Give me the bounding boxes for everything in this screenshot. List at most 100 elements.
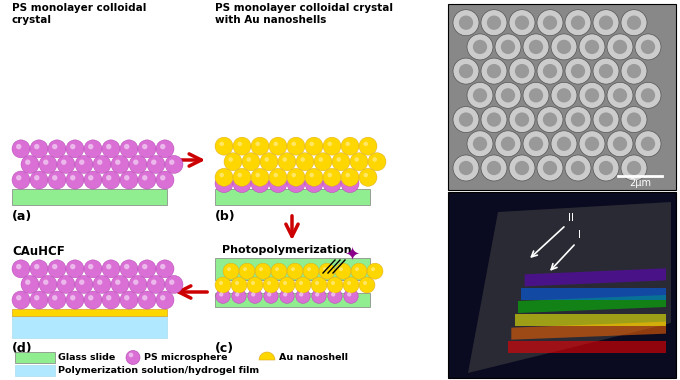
Circle shape bbox=[543, 161, 557, 175]
Circle shape bbox=[219, 292, 223, 296]
Circle shape bbox=[487, 112, 501, 127]
Circle shape bbox=[473, 40, 487, 54]
Circle shape bbox=[160, 295, 165, 301]
Circle shape bbox=[501, 137, 515, 151]
Circle shape bbox=[142, 264, 148, 269]
Circle shape bbox=[621, 10, 647, 36]
Circle shape bbox=[255, 179, 260, 184]
Circle shape bbox=[314, 153, 332, 171]
Circle shape bbox=[481, 10, 507, 36]
Circle shape bbox=[224, 153, 242, 171]
Text: 2μm: 2μm bbox=[629, 178, 651, 188]
Circle shape bbox=[273, 142, 278, 146]
Circle shape bbox=[345, 179, 350, 184]
Circle shape bbox=[102, 171, 120, 189]
Circle shape bbox=[315, 292, 320, 296]
Circle shape bbox=[142, 175, 148, 180]
Circle shape bbox=[215, 137, 233, 155]
Circle shape bbox=[142, 144, 148, 149]
Circle shape bbox=[235, 281, 239, 285]
Circle shape bbox=[453, 58, 479, 84]
Circle shape bbox=[621, 58, 647, 84]
Circle shape bbox=[133, 160, 139, 165]
Circle shape bbox=[251, 168, 269, 186]
Circle shape bbox=[373, 157, 377, 162]
Circle shape bbox=[359, 277, 375, 293]
Circle shape bbox=[345, 173, 350, 177]
Circle shape bbox=[70, 264, 75, 269]
Circle shape bbox=[43, 279, 48, 285]
Circle shape bbox=[529, 40, 543, 54]
Circle shape bbox=[351, 263, 367, 279]
Circle shape bbox=[337, 157, 341, 162]
Circle shape bbox=[354, 157, 359, 162]
Circle shape bbox=[120, 171, 138, 189]
Circle shape bbox=[57, 276, 75, 293]
Circle shape bbox=[607, 34, 633, 60]
Circle shape bbox=[557, 137, 571, 151]
Circle shape bbox=[368, 153, 386, 171]
Circle shape bbox=[613, 88, 627, 103]
Circle shape bbox=[341, 168, 359, 186]
Circle shape bbox=[124, 295, 129, 301]
Circle shape bbox=[93, 276, 111, 293]
Circle shape bbox=[355, 267, 359, 271]
Circle shape bbox=[292, 173, 296, 177]
Circle shape bbox=[61, 160, 67, 165]
Text: PS monolayer colloidal crystal
with Au nanoshells: PS monolayer colloidal crystal with Au n… bbox=[215, 3, 393, 25]
Circle shape bbox=[481, 106, 507, 133]
Circle shape bbox=[459, 64, 473, 78]
Circle shape bbox=[593, 155, 619, 181]
Circle shape bbox=[12, 260, 30, 278]
Circle shape bbox=[256, 142, 260, 146]
Circle shape bbox=[16, 295, 22, 301]
Circle shape bbox=[303, 263, 319, 279]
Circle shape bbox=[242, 153, 260, 171]
Circle shape bbox=[453, 106, 479, 133]
Circle shape bbox=[25, 160, 31, 165]
Circle shape bbox=[21, 155, 39, 173]
Circle shape bbox=[593, 10, 619, 36]
Text: PS microsphere: PS microsphere bbox=[144, 353, 228, 362]
Text: CAuHCF: CAuHCF bbox=[12, 245, 65, 258]
Circle shape bbox=[585, 40, 599, 54]
Circle shape bbox=[129, 276, 147, 293]
Circle shape bbox=[509, 155, 535, 181]
Circle shape bbox=[52, 295, 57, 301]
Circle shape bbox=[328, 142, 332, 146]
Circle shape bbox=[328, 173, 332, 177]
Circle shape bbox=[287, 137, 305, 155]
Circle shape bbox=[48, 171, 66, 189]
Circle shape bbox=[331, 281, 335, 285]
Circle shape bbox=[344, 289, 358, 303]
Circle shape bbox=[585, 88, 599, 103]
Bar bbox=[215, 258, 370, 280]
Circle shape bbox=[529, 137, 543, 151]
Circle shape bbox=[459, 16, 473, 30]
Circle shape bbox=[312, 289, 326, 303]
Circle shape bbox=[551, 34, 577, 60]
Circle shape bbox=[627, 64, 641, 78]
Circle shape bbox=[12, 140, 30, 158]
Bar bbox=[12, 316, 167, 338]
Circle shape bbox=[52, 175, 57, 180]
Circle shape bbox=[237, 173, 242, 177]
Circle shape bbox=[347, 292, 352, 296]
Circle shape bbox=[220, 142, 224, 146]
Circle shape bbox=[305, 174, 323, 193]
Circle shape bbox=[70, 175, 75, 180]
Circle shape bbox=[343, 277, 359, 293]
Circle shape bbox=[227, 267, 231, 271]
Circle shape bbox=[147, 276, 165, 293]
Circle shape bbox=[30, 291, 48, 309]
Circle shape bbox=[66, 260, 84, 278]
Circle shape bbox=[147, 155, 165, 173]
Text: PS monolayer colloidal
crystal: PS monolayer colloidal crystal bbox=[12, 3, 146, 25]
Circle shape bbox=[599, 64, 613, 78]
Circle shape bbox=[627, 161, 641, 175]
Circle shape bbox=[301, 157, 305, 162]
Circle shape bbox=[57, 155, 75, 173]
Circle shape bbox=[30, 260, 48, 278]
Polygon shape bbox=[508, 341, 666, 353]
Circle shape bbox=[509, 10, 535, 36]
